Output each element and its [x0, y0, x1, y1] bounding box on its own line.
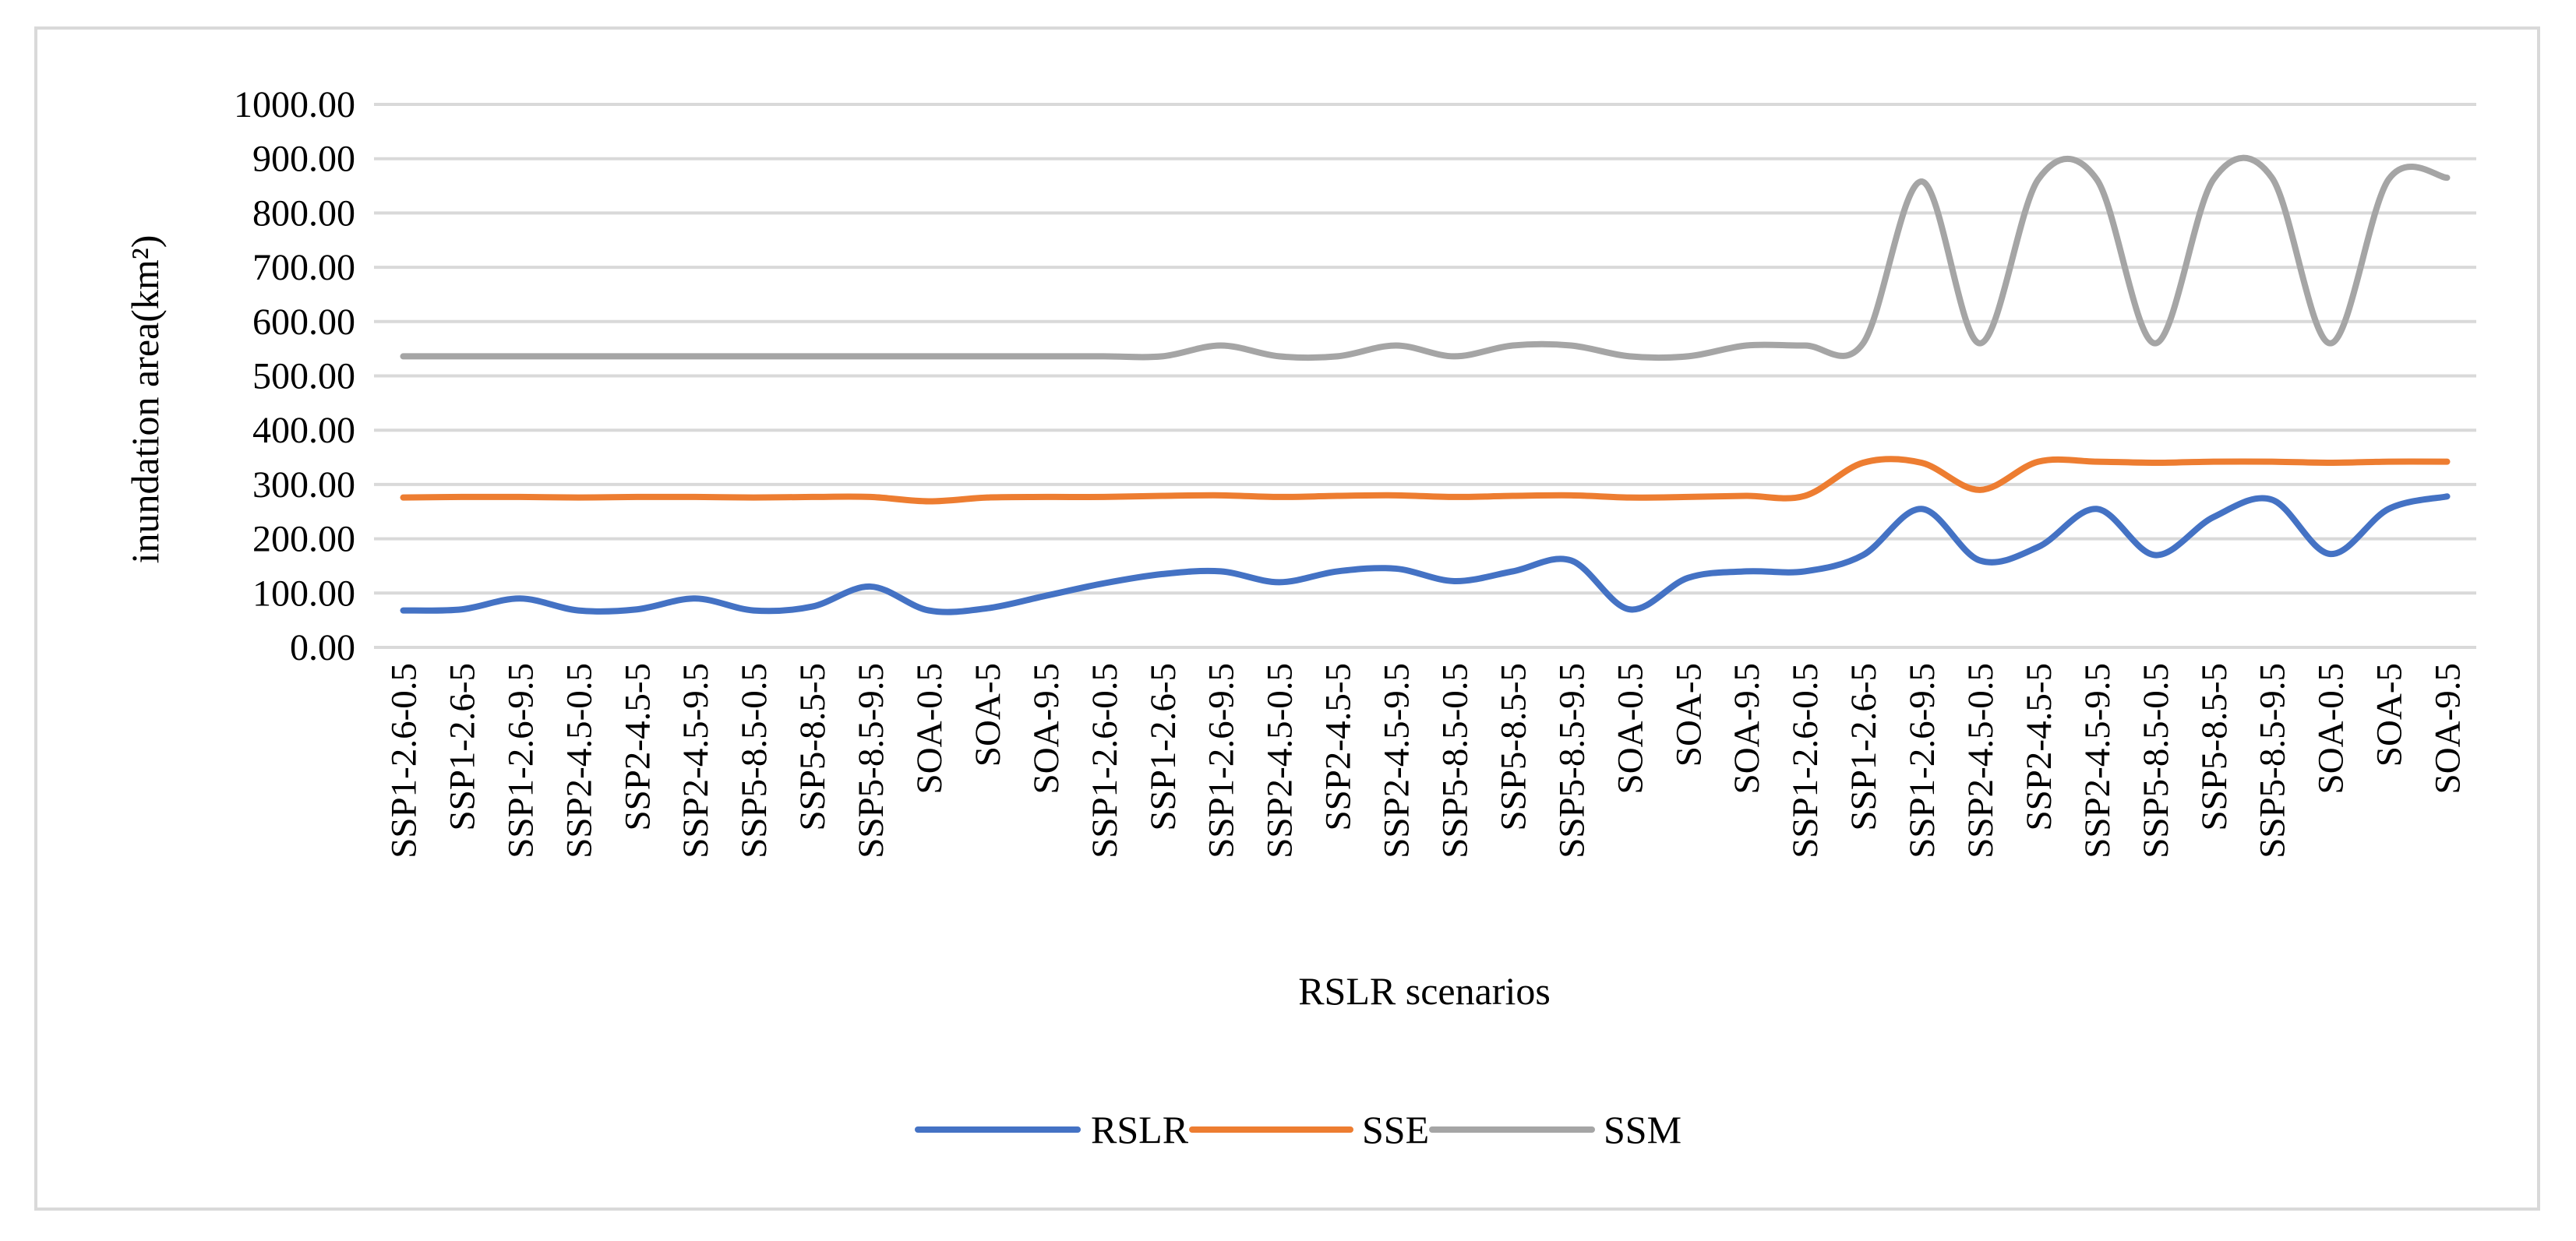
- y-tick-label: 500.00: [252, 356, 355, 397]
- x-tick-label: SSP2-4.5-9.5: [2077, 663, 2118, 858]
- series-lines: [400, 154, 2451, 615]
- y-tick-label: 400.00: [252, 410, 355, 451]
- x-tick-label: SSP5-8.5-5: [1493, 663, 1533, 830]
- series-line-ssm: [400, 154, 2451, 361]
- y-tick-label: 0.00: [290, 627, 355, 668]
- x-tick-label: SOA-9.5: [1026, 663, 1067, 794]
- x-tick-label: SSP5-8.5-0.5: [1434, 663, 1475, 858]
- x-tick-label: SOA-5: [2370, 663, 2410, 767]
- series-line-sse: [400, 456, 2451, 505]
- x-tick-label: SOA-9.5: [2428, 663, 2468, 794]
- x-tick-label: SOA-5: [968, 663, 1008, 767]
- x-axis-ticks: SSP1-2.6-0.5 SSP1-2.6-5 SSP1-2.6-9.5 SSP2-4…: [383, 663, 2468, 858]
- x-tick-label: SSP5-8.5-5: [792, 663, 833, 830]
- y-tick-label: 100.00: [252, 573, 355, 614]
- x-tick-label: SOA-5: [1668, 663, 1709, 767]
- gridlines: [374, 103, 2476, 649]
- legend-label-sse: SSE: [1362, 1108, 1429, 1151]
- x-tick-label: SSP5-8.5-5: [2194, 663, 2235, 830]
- line-chart: 0.00 100.00 200.00 300.00 400.00 500.00 600.00…: [123, 84, 2476, 1151]
- y-tick-label: 700.00: [252, 247, 355, 288]
- y-tick-label: 600.00: [252, 301, 355, 343]
- x-tick-label: SSP1-2.6-0.5: [1785, 663, 1826, 858]
- x-tick-label: SSP1-2.6-0.5: [1085, 663, 1125, 858]
- x-tick-label: SSP5-8.5-9.5: [1551, 663, 1592, 858]
- y-tick-label: 200.00: [252, 519, 355, 560]
- y-axis-ticks: 0.00 100.00 200.00 300.00 400.00 500.00 600.00…: [234, 84, 355, 668]
- x-tick-label: SOA-0.5: [909, 663, 950, 794]
- y-tick-label: 900.00: [252, 139, 355, 180]
- y-tick-label: 300.00: [252, 464, 355, 506]
- x-tick-label: SSP2-4.5-5: [2019, 663, 2059, 830]
- x-tick-label: SSP1-2.6-9.5: [1902, 663, 1943, 858]
- legend: RSLR SSE SSM: [915, 1108, 1681, 1151]
- chart-frame: 0.00 100.00 200.00 300.00 400.00 500.00 600.00…: [34, 26, 2540, 1211]
- x-tick-label: SSP2-4.5-0.5: [1960, 663, 2001, 858]
- x-tick-label: SSP2-4.5-0.5: [559, 663, 599, 858]
- series-line-rslr: [400, 493, 2451, 615]
- x-tick-label: SSP2-4.5-9.5: [1377, 663, 1417, 858]
- x-tick-label: SOA-0.5: [1610, 663, 1650, 794]
- y-tick-label: 1000.00: [234, 84, 355, 125]
- x-tick-label: SSP5-8.5-9.5: [851, 663, 891, 858]
- x-tick-label: SOA-9.5: [1727, 663, 1767, 794]
- x-tick-label: SSP2-4.5-5: [1318, 663, 1359, 830]
- x-tick-label: SSP2-4.5-9.5: [676, 663, 716, 858]
- x-tick-label: SSP5-8.5-0.5: [734, 663, 775, 858]
- x-tick-label: SSP1-2.6-5: [1143, 663, 1184, 830]
- x-tick-label: SSP1-2.6-0.5: [383, 663, 424, 858]
- x-tick-label: SSP2-4.5-5: [617, 663, 658, 830]
- legend-label-ssm: SSM: [1604, 1108, 1681, 1151]
- x-tick-label: SSP1-2.6-5: [1844, 663, 1884, 830]
- y-axis-label: inundation area(km²): [123, 235, 167, 564]
- x-tick-label: SSP2-4.5-0.5: [1260, 663, 1300, 858]
- y-tick-label: 800.00: [252, 192, 355, 234]
- x-tick-label: SSP1-2.6-9.5: [1202, 663, 1242, 858]
- x-tick-label: SSP5-8.5-0.5: [2136, 663, 2176, 858]
- x-tick-label: SSP5-8.5-9.5: [2253, 663, 2293, 858]
- x-tick-label: SSP1-2.6-5: [442, 663, 482, 830]
- x-tick-label: SOA-0.5: [2311, 663, 2352, 794]
- x-tick-label: SSP1-2.6-9.5: [500, 663, 541, 858]
- legend-label-rslr: RSLR: [1091, 1108, 1189, 1151]
- x-axis-label: RSLR scenarios: [1298, 969, 1551, 1013]
